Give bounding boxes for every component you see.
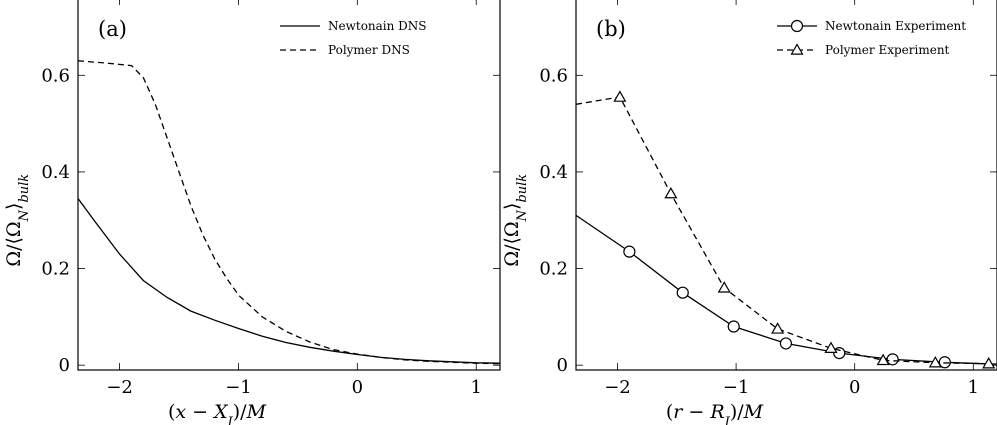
y-tick-label: 0.2 <box>539 259 568 280</box>
data-point-circle <box>727 320 740 333</box>
y-axis-label: Ω/⟨ΩN⟩bulk <box>501 174 530 267</box>
data-point-circle <box>779 337 793 350</box>
data-point-triangle <box>613 90 627 102</box>
series-line-2 <box>576 96 989 365</box>
data-point-circle <box>886 353 899 366</box>
panel-label: (a) <box>98 17 127 41</box>
x-tick-label: 1 <box>968 377 979 398</box>
data-point-circle <box>676 286 689 299</box>
y-tick-label: 0 <box>59 355 70 376</box>
legend-label-1: Newtonain Experiment <box>825 19 966 33</box>
data-point-triangle <box>717 281 731 293</box>
y-axis-label: Ω/⟨ΩN⟩bulk <box>3 174 32 267</box>
x-tick-label: 0 <box>849 377 860 398</box>
series-line-2 <box>78 60 500 365</box>
data-point-triangle <box>982 357 996 369</box>
y-tick-label: 0.4 <box>41 162 70 183</box>
data-point-triangle <box>876 353 890 366</box>
y-tick-label: 0 <box>557 355 568 376</box>
x-tick-label: −1 <box>723 377 750 398</box>
x-axis-label: (r − RI)/M <box>666 401 764 425</box>
data-point-circle <box>623 245 636 258</box>
legend-label-2: Polymer DNS <box>328 43 410 57</box>
series-line-1 <box>78 198 500 364</box>
panel-a: −2 −1 0 1 0 0.2 0.4 0.6 (x − XI)/M Ω/⟨ΩN⟩bulk (a) N… <box>3 0 501 425</box>
x-tick-label: −1 <box>225 377 252 398</box>
x-tick-label: −2 <box>106 377 133 398</box>
data-point-triangle <box>824 341 838 353</box>
y-tick-label: 0.2 <box>41 259 70 280</box>
plot-frame <box>77 0 501 371</box>
data-point-triangle <box>664 186 678 199</box>
x-tick-label: −2 <box>604 377 631 398</box>
y-tick-label: 0.6 <box>41 65 70 86</box>
data-point-triangle <box>928 356 942 368</box>
legend-marker-triangle <box>790 43 804 55</box>
panel-b: −2 −1 0 1 0 0.2 0.4 0.6 (r − RI)/M Ω/⟨ΩN⟩bulk (b) N… <box>501 0 997 425</box>
x-tick-label: 0 <box>352 377 363 398</box>
y-tick-label: 0.6 <box>539 65 568 86</box>
plot-frame <box>575 0 997 371</box>
legend-label-1: Newtonain DNS <box>328 19 427 33</box>
legend-marker-circle <box>790 19 804 33</box>
panel-label: (b) <box>596 17 626 41</box>
y-tick-label: 0.4 <box>539 162 568 183</box>
legend-label-2: Polymer Experiment <box>825 43 950 57</box>
data-point-triangle <box>771 322 785 334</box>
x-axis-label: (x − XI)/M <box>168 401 267 425</box>
x-tick-label: 1 <box>470 377 481 398</box>
data-point-circle <box>833 346 846 360</box>
